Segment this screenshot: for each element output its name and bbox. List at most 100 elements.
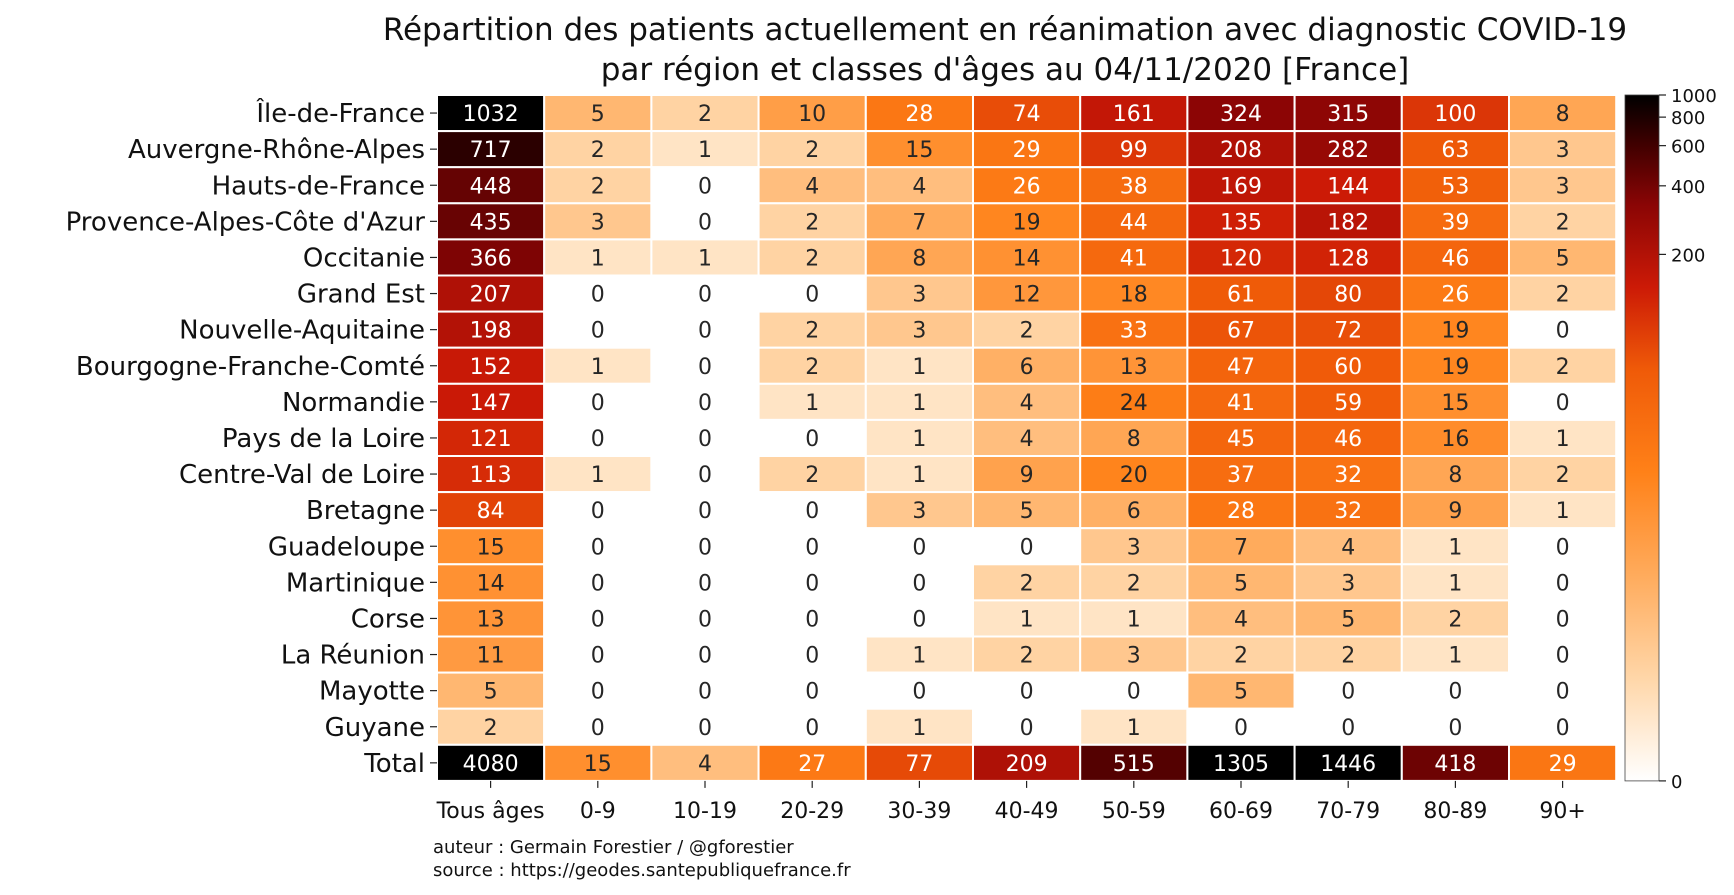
cell-value-label: 5 (1234, 571, 1248, 596)
cell-value-label: 0 (698, 716, 712, 741)
cell-value-label: 99 (1120, 138, 1148, 163)
heatmap-cell (1508, 599, 1618, 638)
heatmap-cell (972, 743, 1082, 782)
column-label: 0-9 (580, 799, 616, 824)
row-label: Nouvelle-Aquitaine (179, 316, 425, 346)
colorbar-tick-label: 0 (1671, 772, 1682, 793)
cell-value-label: 120 (1220, 246, 1262, 271)
cell-value-label: 3 (1127, 644, 1141, 669)
cell-value-label: 0 (805, 427, 819, 452)
cell-value-label: 44 (1120, 210, 1148, 235)
heatmap-cell (1186, 491, 1296, 530)
cell-value-label: 61 (1227, 283, 1255, 308)
row-label: La Réunion (281, 641, 425, 671)
cell-value-label: 0 (591, 680, 605, 705)
credit-source: source : https://geodes.santepubliquefra… (433, 860, 851, 881)
cell-value-label: 46 (1441, 246, 1469, 271)
heatmap-cell (1293, 166, 1403, 205)
heatmap-cell (864, 599, 974, 638)
cell-value-label: 0 (698, 427, 712, 452)
heatmap-cell (1508, 527, 1618, 566)
cell-value-label: 45 (1227, 427, 1255, 452)
cell-value-label: 100 (1434, 102, 1476, 127)
cell-value-label: 0 (1556, 607, 1570, 632)
cell-value-label: 8 (1127, 427, 1141, 452)
row-label: Centre-Val de Loire (179, 460, 425, 490)
cell-value-label: 2 (1556, 355, 1570, 380)
colorbar-frame (1624, 94, 1660, 782)
heatmap-cell (1508, 238, 1618, 277)
row-label: Auvergne-Rhône-Alpes (128, 135, 425, 165)
heatmap-cell (1293, 671, 1403, 710)
cell-value-label: 0 (805, 499, 819, 524)
heatmap-cell (1079, 527, 1189, 566)
cell-value-label: 2 (1556, 210, 1570, 235)
cell-value-label: 5 (1234, 680, 1248, 705)
cell-value-label: 5 (1341, 607, 1355, 632)
heatmap-cell (543, 743, 653, 782)
cell-value-label: 0 (805, 283, 819, 308)
heatmap-cell (1293, 743, 1403, 782)
cell-value-label: 37 (1227, 463, 1255, 488)
heatmap-cell (1079, 346, 1189, 385)
cell-value-label: 121 (470, 427, 512, 452)
heatmap-cell (864, 238, 974, 277)
cell-value-label: 1 (1448, 571, 1462, 596)
cell-value-label: 324 (1220, 102, 1262, 127)
heatmap-cell (1508, 671, 1618, 710)
cell-value-label: 5 (591, 102, 605, 127)
cell-value-label: 74 (1013, 102, 1041, 127)
cell-value-label: 515 (1113, 752, 1155, 777)
column-label: Tous âges (436, 799, 545, 824)
heatmap-cell (864, 94, 974, 133)
cell-value-label: 0 (698, 499, 712, 524)
cell-value-label: 8 (912, 246, 926, 271)
cell-value-label: 0 (698, 391, 712, 416)
cell-value-label: 6 (1020, 355, 1034, 380)
heatmap-cell (543, 563, 653, 602)
cell-value-label: 7 (912, 210, 926, 235)
cell-value-label: 3 (912, 499, 926, 524)
cell-value-label: 0 (912, 535, 926, 560)
heatmap-cell (1508, 130, 1618, 169)
heatmap-cell (1186, 563, 1296, 602)
heatmap-cell (1400, 491, 1511, 530)
cell-value-label: 2 (1020, 644, 1034, 669)
cell-value-label: 3 (1127, 535, 1141, 560)
heatmap-cell (757, 671, 867, 710)
cell-value-label: 3 (1556, 138, 1570, 163)
cell-value-label: 11 (477, 644, 505, 669)
cell-value-label: 3 (1341, 571, 1355, 596)
cell-value-label: 4 (1341, 535, 1355, 560)
column-label: 10-19 (673, 799, 737, 824)
cell-value-label: 0 (591, 571, 605, 596)
heatmap-cell (1079, 491, 1189, 530)
column-label: 30-39 (887, 799, 951, 824)
cell-value-label: 0 (912, 607, 926, 632)
cell-value-label: 16 (1441, 427, 1469, 452)
cell-value-label: 1305 (1213, 752, 1269, 777)
heatmap-cell (972, 527, 1082, 566)
cell-value-label: 144 (1327, 174, 1369, 199)
cell-value-label: 0 (591, 391, 605, 416)
cell-value-label: 15 (905, 138, 933, 163)
cell-value-label: 161 (1113, 102, 1155, 127)
credit-author: auteur : Germain Forestier / @gforestier (433, 837, 794, 858)
cell-value-label: 0 (1127, 680, 1141, 705)
heatmap-cell (1079, 743, 1189, 782)
cell-value-label: 1 (1448, 644, 1462, 669)
heatmap-cell (1508, 635, 1618, 674)
cell-value-label: 18 (1120, 283, 1148, 308)
heatmap-cell (1508, 346, 1618, 385)
heatmap-cell (1293, 238, 1403, 277)
cell-value-label: 0 (698, 535, 712, 560)
cell-value-label: 38 (1120, 174, 1148, 199)
cell-value-label: 26 (1441, 283, 1469, 308)
column-label: 40-49 (995, 799, 1059, 824)
cell-value-label: 1 (1448, 535, 1462, 560)
cell-value-label: 435 (470, 210, 512, 235)
cell-value-label: 15 (477, 535, 505, 560)
cell-value-label: 0 (805, 680, 819, 705)
heatmap-cell (1293, 382, 1403, 421)
heatmap-cell (1186, 418, 1296, 457)
